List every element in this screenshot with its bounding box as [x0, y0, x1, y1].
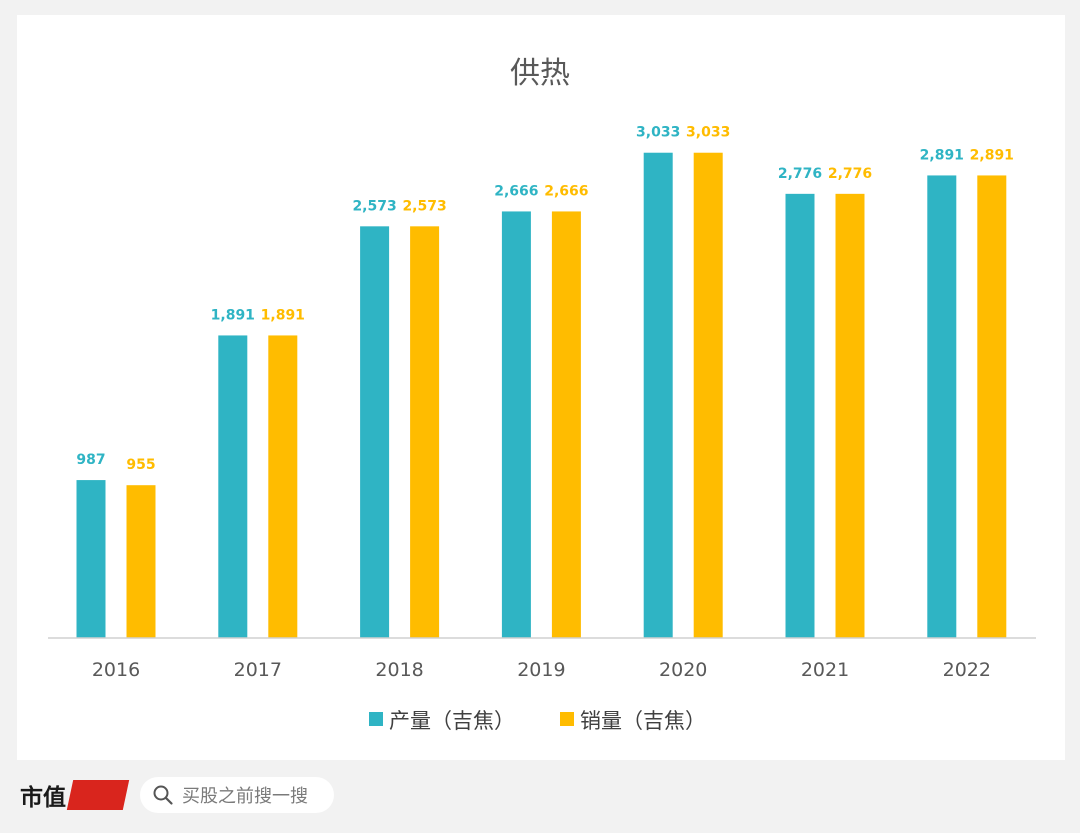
search-icon	[153, 785, 173, 805]
bars-group	[76, 152, 1007, 638]
value-label-sales-2022: 2,891	[970, 147, 1014, 163]
brand-seal-icon	[66, 780, 130, 810]
search-placeholder: 买股之前搜一搜	[182, 786, 308, 807]
legend-swatch-production	[369, 712, 383, 726]
value-label-production-2022: 2,891	[920, 147, 964, 163]
bar-production-2022	[927, 175, 957, 638]
value-label-sales-2020: 3,033	[686, 125, 730, 141]
search-bar[interactable]: 买股之前搜一搜	[140, 777, 334, 813]
x-tick-label-2022: 2022	[943, 659, 991, 681]
value-label-sales-2021: 2,776	[828, 166, 872, 182]
value-label-sales-2017: 1,891	[261, 307, 305, 323]
value-label-production-2021: 2,776	[778, 166, 822, 182]
bar-sales-2016	[126, 485, 156, 638]
bar-sales-2021	[835, 193, 865, 638]
x-tick-label-2017: 2017	[234, 659, 282, 681]
value-label-sales-2018: 2,573	[402, 198, 446, 214]
bar-sales-2017	[268, 335, 298, 638]
bar-sales-2020	[693, 152, 723, 638]
value-label-production-2020: 3,033	[636, 125, 680, 141]
x-tick-label-2016: 2016	[92, 659, 140, 681]
chart-title: 供热	[510, 56, 570, 91]
bar-production-2019	[501, 211, 531, 638]
bar-sales-2018	[410, 226, 440, 638]
x-tick-label-2020: 2020	[659, 659, 707, 681]
value-label-production-2017: 1,891	[211, 307, 255, 323]
footer-bar: 市值 买股之前搜一搜	[0, 760, 1080, 833]
value-label-production-2019: 2,666	[494, 183, 538, 199]
chart-card: 供热 987 955 1,891 1,891 2,573 2,573 2,666 2,666 3…	[17, 15, 1065, 760]
bar-production-2017	[218, 335, 248, 638]
bar-production-2016	[76, 480, 106, 638]
chart: 供热 987 955 1,891 1,891 2,573 2,573 2,666 2,666 3…	[48, 56, 1036, 733]
bar-production-2020	[643, 152, 673, 638]
x-tick-label-2019: 2019	[517, 659, 565, 681]
value-label-production-2016: 987	[76, 452, 105, 468]
x-tick-labels: 2016 2017 2018 2019 2020 2021 2022	[92, 659, 991, 681]
value-label-sales-2016: 955	[126, 457, 155, 473]
brand-logo: 市值	[20, 778, 130, 812]
value-label-sales-2019: 2,666	[544, 183, 588, 199]
legend: 产量（吉焦） 销量（吉焦）	[369, 709, 706, 733]
bar-production-2021	[785, 193, 815, 638]
bar-production-2018	[360, 226, 390, 638]
value-labels-group: 987 955 1,891 1,891 2,573 2,573 2,666 2,666 3,03…	[76, 125, 1014, 473]
bar-sales-2019	[551, 211, 581, 638]
brand-name: 市值	[20, 784, 66, 811]
legend-swatch-sales	[560, 712, 574, 726]
bar-sales-2022	[977, 175, 1007, 638]
x-tick-label-2021: 2021	[801, 659, 849, 681]
legend-label-sales: 销量（吉焦）	[580, 709, 706, 733]
x-tick-label-2018: 2018	[375, 659, 423, 681]
legend-label-production: 产量（吉焦）	[389, 709, 515, 733]
value-label-production-2018: 2,573	[352, 198, 396, 214]
